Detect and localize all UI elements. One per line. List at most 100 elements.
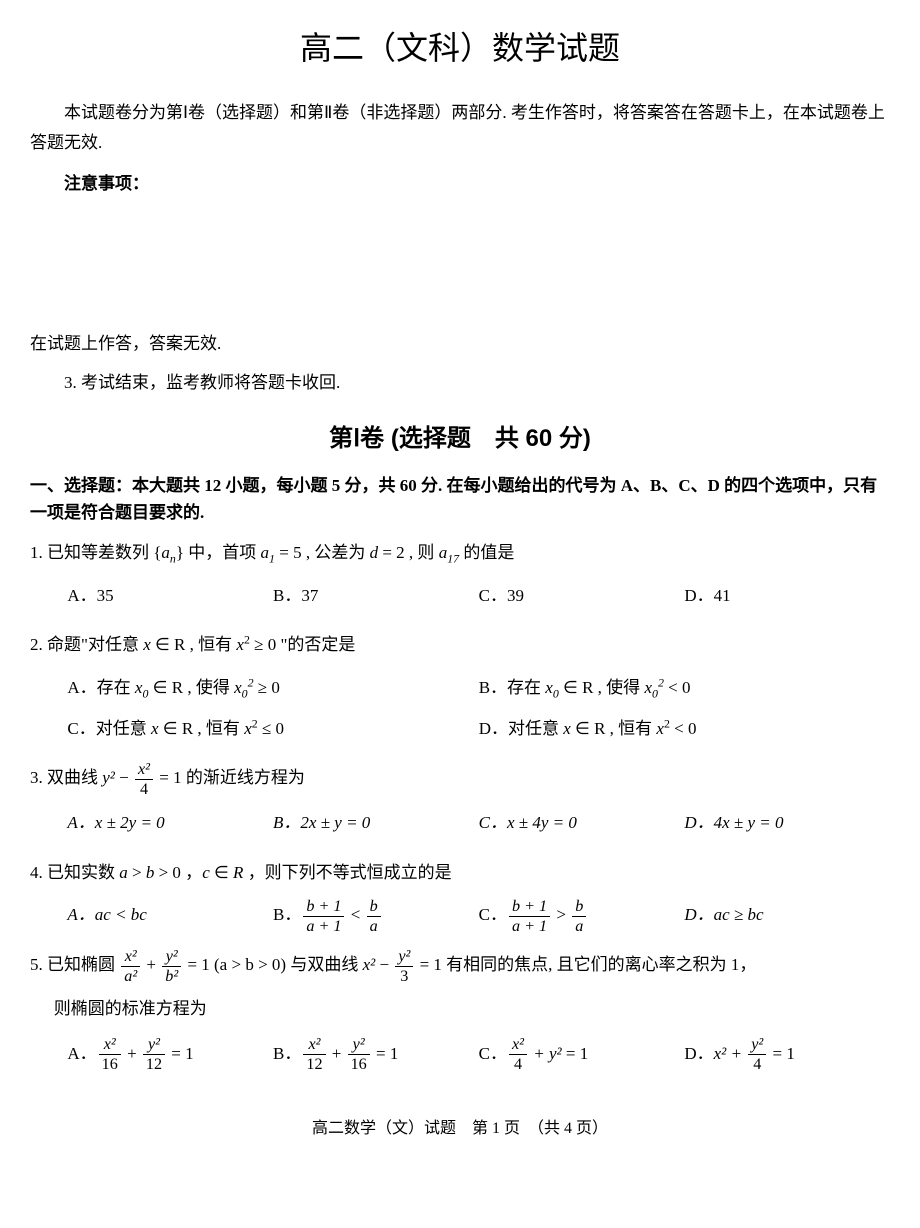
q5-d1: a² xyxy=(121,967,140,986)
q4c-n2: b xyxy=(572,897,586,917)
q3-y2: y² xyxy=(102,768,115,787)
page-footer: 高二数学（文）试题 第 1 页 （共 4 页） xyxy=(30,1115,890,1144)
q5c-f1: x²4 xyxy=(509,1035,527,1075)
q5-options: A．x²16 + y²12 = 1 B．x²12 + y²16 = 1 C．x²… xyxy=(30,1034,890,1075)
q1-opt-b: B．37 xyxy=(273,576,479,617)
q5a-n2: y² xyxy=(143,1035,165,1055)
q1-mid3: = 2 , 则 xyxy=(378,543,439,562)
q5-prefix: 5. 已知椭圆 xyxy=(30,955,119,974)
q5b-eq: = 1 xyxy=(372,1044,399,1063)
q3-opt-a: A．x ± 2y = 0 xyxy=(67,803,273,844)
q4c-d1: a + 1 xyxy=(509,917,550,936)
q1-opt-d: D．41 xyxy=(684,576,890,617)
q2a-suf: ≥ 0 xyxy=(254,678,280,697)
q4b-op: < xyxy=(346,905,364,924)
q4c-op: > xyxy=(552,905,570,924)
q5-minus: − xyxy=(375,955,393,974)
question-4: 4. 已知实数 a > b > 0 ，c ∈ R ，则下列不等式恒成立的是 A．… xyxy=(30,854,890,936)
q5-n3: y² xyxy=(395,947,413,967)
q5b-n2: y² xyxy=(348,1035,370,1055)
q5-opt-b: B．x²12 + y²16 = 1 xyxy=(273,1034,479,1075)
q5d-d2: 4 xyxy=(748,1055,766,1074)
q1-suffix: 的值是 xyxy=(459,543,514,562)
q4-opt-b: B．b + 1a + 1 < ba xyxy=(273,895,479,936)
q5-mid1: = 1 (a > b > 0) 与双曲线 xyxy=(183,955,362,974)
question-5: 5. 已知椭圆 x²a² + y²b² = 1 (a > b > 0) 与双曲线… xyxy=(30,946,890,1074)
question-5-text: 5. 已知椭圆 x²a² + y²b² = 1 (a > b > 0) 与双曲线… xyxy=(30,946,890,986)
q2b-x0: x0 xyxy=(545,678,559,697)
q4c-label: C． xyxy=(479,905,507,924)
q5b-f1: x²12 xyxy=(303,1035,325,1075)
q4d-text: D．ac ≥ bc xyxy=(684,905,763,924)
q5-x2: x² xyxy=(363,955,376,974)
q5-opt-c: C．x²4 + y² = 1 xyxy=(479,1034,685,1075)
q5-d3: 3 xyxy=(395,967,413,986)
q4b-n1: b + 1 xyxy=(303,897,344,917)
exam-title: 高二（文科）数学试题 xyxy=(30,20,890,78)
note-3: 3. 考试结束，监考教师将答题卡收回. xyxy=(30,368,890,399)
q2-opt-d: D．对任意 x ∈ R , 恒有 x2 < 0 xyxy=(479,709,890,750)
q5c-eq: = 1 xyxy=(562,1044,589,1063)
q1-options: A．35 B．37 C．39 D．41 xyxy=(30,576,890,617)
q5d-f2: y²4 xyxy=(748,1035,766,1075)
q2b-mid: ∈ R , 使得 xyxy=(559,678,645,697)
q3-den: 4 xyxy=(135,780,153,799)
q1-a1: a1 xyxy=(261,543,275,562)
question-3-text: 3. 双曲线 y² − x²4 = 1 的渐近线方程为 xyxy=(30,759,890,799)
q5a-d1: 16 xyxy=(99,1055,121,1074)
q5c-y: + y² xyxy=(529,1044,562,1063)
q4-opt-a: A．ac < bc xyxy=(67,895,273,936)
q5-opt-a: A．x²16 + y²12 = 1 xyxy=(67,1034,273,1075)
q4-opt-c: C．b + 1a + 1 > ba xyxy=(479,895,685,936)
q5-d2: b² xyxy=(162,967,181,986)
q3-num: x² xyxy=(135,760,153,780)
q5-n1: x² xyxy=(121,947,140,967)
q5a-n1: x² xyxy=(99,1035,121,1055)
q5-f1: x²a² xyxy=(121,947,140,987)
q5-n2: y² xyxy=(162,947,181,967)
q5b-d2: 16 xyxy=(348,1055,370,1074)
exam-intro: 本试题卷分为第Ⅰ卷（选择题）和第Ⅱ卷（非选择题）两部分. 考生作答时，将答案答在… xyxy=(30,98,890,159)
q5a-label: A． xyxy=(67,1044,96,1063)
q5d-label: D． xyxy=(684,1044,713,1063)
q4b-frac2: ba xyxy=(367,897,381,937)
q2-text: 2. 命题"对任意 x ∈ R , 恒有 x2 ≥ 0 "的否定是 xyxy=(30,635,355,654)
q3-frac: x²4 xyxy=(135,760,153,800)
q5c-label: C． xyxy=(479,1044,507,1063)
q5c-n1: x² xyxy=(509,1035,527,1055)
q2a-pre: A．存在 xyxy=(67,678,135,697)
question-1: 1. 已知等差数列 {an} 中，首项 a1 = 5 , 公差为 d = 2 ,… xyxy=(30,534,890,616)
q3-opt-b: B．2x ± y = 0 xyxy=(273,803,479,844)
q2-options: A．存在 x0 ∈ R , 使得 x02 ≥ 0 B．存在 x0 ∈ R , 使… xyxy=(30,668,890,750)
q4c-n1: b + 1 xyxy=(509,897,550,917)
section-1-intro: 一、选择题：本大题共 12 小题，每小题 5 分，共 60 分. 在每小题给出的… xyxy=(30,472,890,526)
q5-plus1: + xyxy=(142,955,160,974)
q1-mid1: } 中，首项 xyxy=(176,543,261,562)
q3-options: A．x ± 2y = 0 B．2x ± y = 0 C．x ± 4y = 0 D… xyxy=(30,803,890,844)
q5a-f1: x²16 xyxy=(99,1035,121,1075)
q3-prefix: 3. 双曲线 xyxy=(30,768,102,787)
q5-f3: y²3 xyxy=(395,947,413,987)
q4b-label: B． xyxy=(273,905,301,924)
q1-prefix: 1. 已知等差数列 { xyxy=(30,543,161,562)
question-2-text: 2. 命题"对任意 x ∈ R , 恒有 x2 ≥ 0 "的否定是 xyxy=(30,626,890,663)
q4a-text: A．ac < bc xyxy=(67,905,146,924)
q5d-eq: = 1 xyxy=(768,1044,795,1063)
q1-a17: a17 xyxy=(439,543,459,562)
q5a-f2: y²12 xyxy=(143,1035,165,1075)
q5d-x: x² + xyxy=(714,1044,747,1063)
question-5-line2: 则椭圆的标准方程为 xyxy=(30,990,890,1027)
q4-text: 4. 已知实数 a > b > 0 ，c ∈ R ，则下列不等式恒成立的是 xyxy=(30,863,452,882)
q5c-d1: 4 xyxy=(509,1055,527,1074)
notice-label: 注意事项： xyxy=(30,169,890,200)
q5a-plus: + xyxy=(123,1044,141,1063)
q5d-n2: y² xyxy=(748,1035,766,1055)
q2b-suf: < 0 xyxy=(664,678,691,697)
question-1-text: 1. 已知等差数列 {an} 中，首项 a1 = 5 , 公差为 d = 2 ,… xyxy=(30,534,890,571)
section-1-title: 第Ⅰ卷 (选择题 共 60 分) xyxy=(30,417,890,460)
q5-f2: y²b² xyxy=(162,947,181,987)
question-3: 3. 双曲线 y² − x²4 = 1 的渐近线方程为 A．x ± 2y = 0… xyxy=(30,759,890,844)
q4c-d2: a xyxy=(572,917,586,936)
q2b-pre: B．存在 xyxy=(479,678,546,697)
q4-opt-d: D．ac ≥ bc xyxy=(684,895,890,936)
